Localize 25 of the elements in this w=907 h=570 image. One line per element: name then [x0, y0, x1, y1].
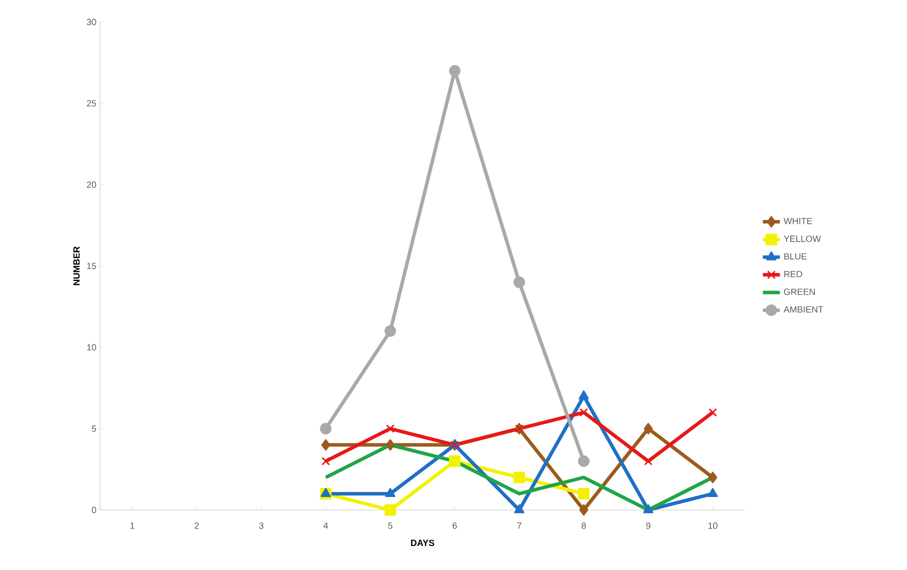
legend-label: BLUE [784, 253, 807, 260]
y-tick-label: 10 [87, 344, 96, 350]
y-tick-label: 5 [92, 426, 96, 432]
x-tick-label: 6 [452, 522, 457, 529]
x-tick-label: 2 [194, 522, 199, 529]
y-tick-label: 30 [86, 18, 96, 26]
x-axis-title: DAYS [411, 540, 434, 546]
x-tick-label: 7 [517, 522, 522, 529]
x-tick-label: 4 [323, 522, 328, 529]
y-tick-label: 0 [92, 506, 96, 514]
x-tick-label: 8 [582, 522, 586, 529]
x-tick-label: 9 [646, 522, 650, 529]
y-tick-label: 15 [87, 262, 96, 270]
x-tick-label: 5 [388, 522, 392, 529]
x-tick-label: 3 [259, 522, 264, 529]
y-tick-label: 20 [86, 181, 96, 188]
x-tick-label: 1 [130, 522, 134, 529]
y-axis-title: NUMBER [73, 246, 80, 286]
legend-label: AMBIENT [784, 306, 824, 313]
legend-label: YELLOW [784, 236, 821, 242]
legend-label: RED [784, 270, 802, 278]
legend-label: GREEN [784, 288, 815, 295]
legend-label: WHITE [784, 218, 812, 224]
x-tick-label: 10 [708, 522, 718, 529]
y-tick-label: 25 [86, 100, 96, 106]
